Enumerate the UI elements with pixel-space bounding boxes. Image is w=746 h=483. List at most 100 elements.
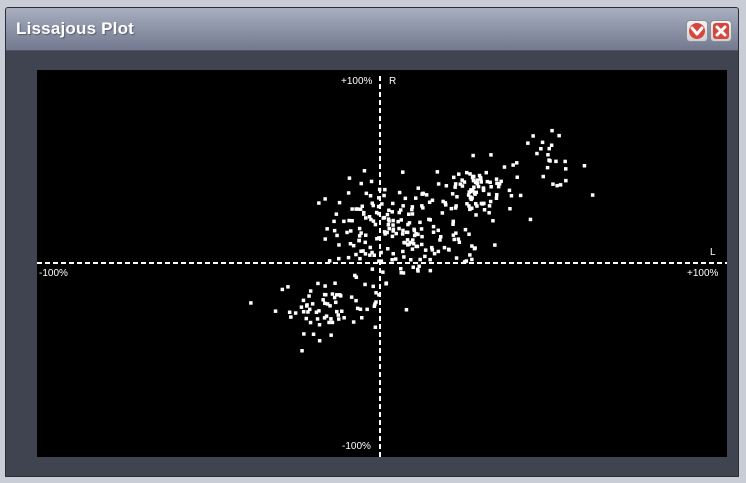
data-point bbox=[322, 316, 327, 320]
data-point bbox=[363, 282, 367, 287]
data-point bbox=[430, 245, 434, 250]
data-point bbox=[475, 204, 479, 208]
top-axis-label: +100% bbox=[341, 76, 373, 87]
data-point bbox=[441, 199, 445, 204]
data-point bbox=[485, 179, 490, 184]
data-point bbox=[307, 294, 311, 298]
data-point bbox=[423, 254, 427, 259]
data-point bbox=[467, 190, 471, 194]
data-point bbox=[327, 259, 332, 263]
data-point bbox=[431, 230, 436, 234]
data-point bbox=[473, 246, 477, 250]
data-point bbox=[472, 185, 476, 189]
data-point bbox=[357, 234, 362, 238]
close-icon bbox=[713, 23, 729, 39]
data-point bbox=[454, 204, 458, 208]
data-point bbox=[377, 196, 381, 200]
data-point bbox=[468, 207, 472, 212]
data-point bbox=[399, 267, 403, 271]
data-point bbox=[317, 309, 321, 313]
data-point bbox=[564, 167, 568, 171]
data-point bbox=[563, 159, 567, 164]
data-point bbox=[452, 237, 456, 242]
data-point bbox=[373, 302, 377, 306]
data-point bbox=[424, 193, 429, 197]
data-point bbox=[301, 310, 306, 314]
data-point bbox=[489, 185, 493, 189]
data-point bbox=[384, 282, 388, 286]
data-point bbox=[381, 270, 385, 274]
data-point bbox=[418, 220, 422, 225]
data-point bbox=[249, 301, 253, 305]
data-point bbox=[564, 178, 568, 183]
data-point bbox=[454, 256, 459, 260]
data-point bbox=[397, 190, 402, 195]
data-point bbox=[436, 249, 441, 254]
data-point bbox=[335, 293, 339, 297]
data-point bbox=[324, 314, 329, 318]
data-point bbox=[336, 313, 340, 317]
data-point bbox=[362, 212, 366, 216]
data-point bbox=[302, 332, 306, 336]
data-point bbox=[402, 240, 406, 245]
data-point bbox=[310, 302, 315, 306]
data-point bbox=[333, 281, 337, 285]
data-point bbox=[385, 230, 389, 235]
minimize-button[interactable] bbox=[686, 20, 708, 42]
data-point bbox=[435, 170, 440, 174]
data-point bbox=[414, 244, 418, 249]
data-point bbox=[470, 206, 474, 210]
data-point bbox=[365, 307, 369, 312]
data-point bbox=[462, 180, 467, 184]
data-point bbox=[495, 181, 499, 185]
title-bar[interactable]: Lissajous Plot bbox=[6, 8, 738, 51]
data-point bbox=[380, 202, 384, 206]
data-point bbox=[430, 198, 435, 202]
data-point bbox=[367, 215, 372, 219]
data-point bbox=[364, 216, 368, 220]
data-point bbox=[442, 245, 447, 250]
data-point bbox=[306, 310, 310, 314]
data-point bbox=[439, 235, 443, 239]
data-point bbox=[353, 273, 357, 278]
data-point bbox=[470, 244, 474, 248]
data-point bbox=[474, 202, 478, 206]
data-point bbox=[471, 178, 476, 183]
data-point bbox=[337, 200, 342, 205]
data-point bbox=[368, 245, 372, 250]
data-point bbox=[456, 237, 461, 241]
data-point bbox=[347, 176, 352, 180]
data-point bbox=[354, 298, 358, 303]
data-point bbox=[410, 205, 415, 209]
data-point bbox=[329, 333, 333, 337]
data-point bbox=[383, 232, 387, 236]
close-button[interactable] bbox=[710, 20, 732, 42]
data-point bbox=[369, 217, 373, 222]
data-point bbox=[349, 229, 353, 233]
data-point bbox=[467, 204, 471, 208]
data-point bbox=[401, 249, 405, 254]
data-point bbox=[582, 164, 587, 168]
data-point bbox=[370, 267, 375, 271]
data-point bbox=[471, 153, 475, 158]
data-point bbox=[364, 191, 369, 196]
data-point bbox=[349, 295, 354, 299]
data-point bbox=[387, 208, 391, 212]
data-point bbox=[465, 202, 469, 206]
data-point bbox=[509, 194, 514, 198]
data-point bbox=[376, 211, 381, 216]
data-point bbox=[332, 228, 337, 233]
data-point bbox=[359, 249, 363, 253]
data-point bbox=[515, 175, 519, 179]
data-point bbox=[386, 217, 391, 221]
data-point bbox=[391, 201, 395, 206]
data-point bbox=[382, 230, 387, 234]
data-point bbox=[427, 200, 432, 204]
data-point bbox=[407, 221, 412, 225]
data-point bbox=[308, 320, 313, 325]
data-point bbox=[451, 233, 456, 237]
data-point bbox=[358, 307, 363, 311]
data-point bbox=[377, 293, 381, 297]
data-point bbox=[555, 183, 559, 188]
data-point bbox=[289, 315, 293, 319]
